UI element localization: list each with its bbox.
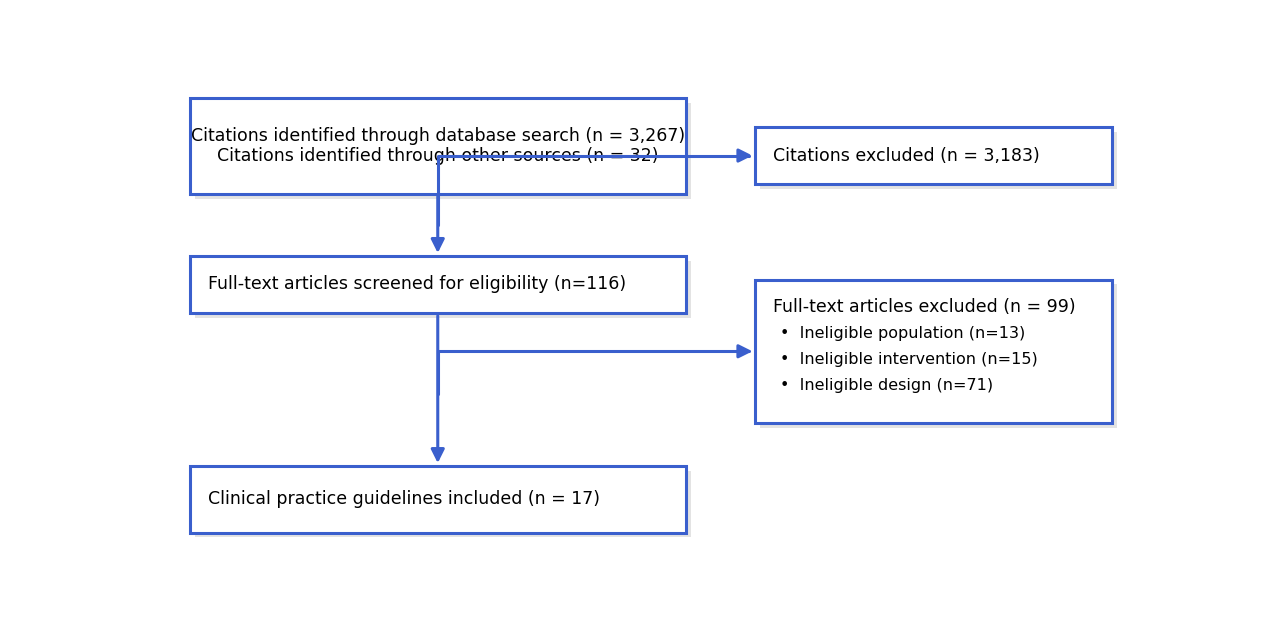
Bar [195, 471, 691, 538]
Text: Full-text articles excluded (n = 99): Full-text articles excluded (n = 99) [773, 298, 1075, 316]
Bar [189, 256, 686, 313]
Bar [760, 285, 1117, 428]
Bar [755, 127, 1112, 184]
Text: Citations identified through database search (n = 3,267): Citations identified through database se… [191, 127, 685, 145]
Bar [189, 98, 686, 193]
Text: Clinical practice guidelines included (n = 17): Clinical practice guidelines included (n… [207, 490, 599, 508]
Text: •  Ineligible design (n=71): • Ineligible design (n=71) [780, 378, 993, 394]
Bar [195, 103, 691, 198]
Text: Citations identified through other sources (n = 32): Citations identified through other sourc… [218, 147, 658, 165]
Text: Citations excluded (n = 3,183): Citations excluded (n = 3,183) [773, 146, 1039, 164]
Text: •  Ineligible population (n=13): • Ineligible population (n=13) [780, 326, 1025, 341]
Bar [195, 260, 691, 318]
Bar [189, 466, 686, 533]
Bar [760, 131, 1117, 189]
Text: Full-text articles screened for eligibility (n=116): Full-text articles screened for eligibil… [207, 275, 626, 293]
Text: •  Ineligible intervention (n=15): • Ineligible intervention (n=15) [780, 352, 1038, 367]
Bar [755, 280, 1112, 423]
